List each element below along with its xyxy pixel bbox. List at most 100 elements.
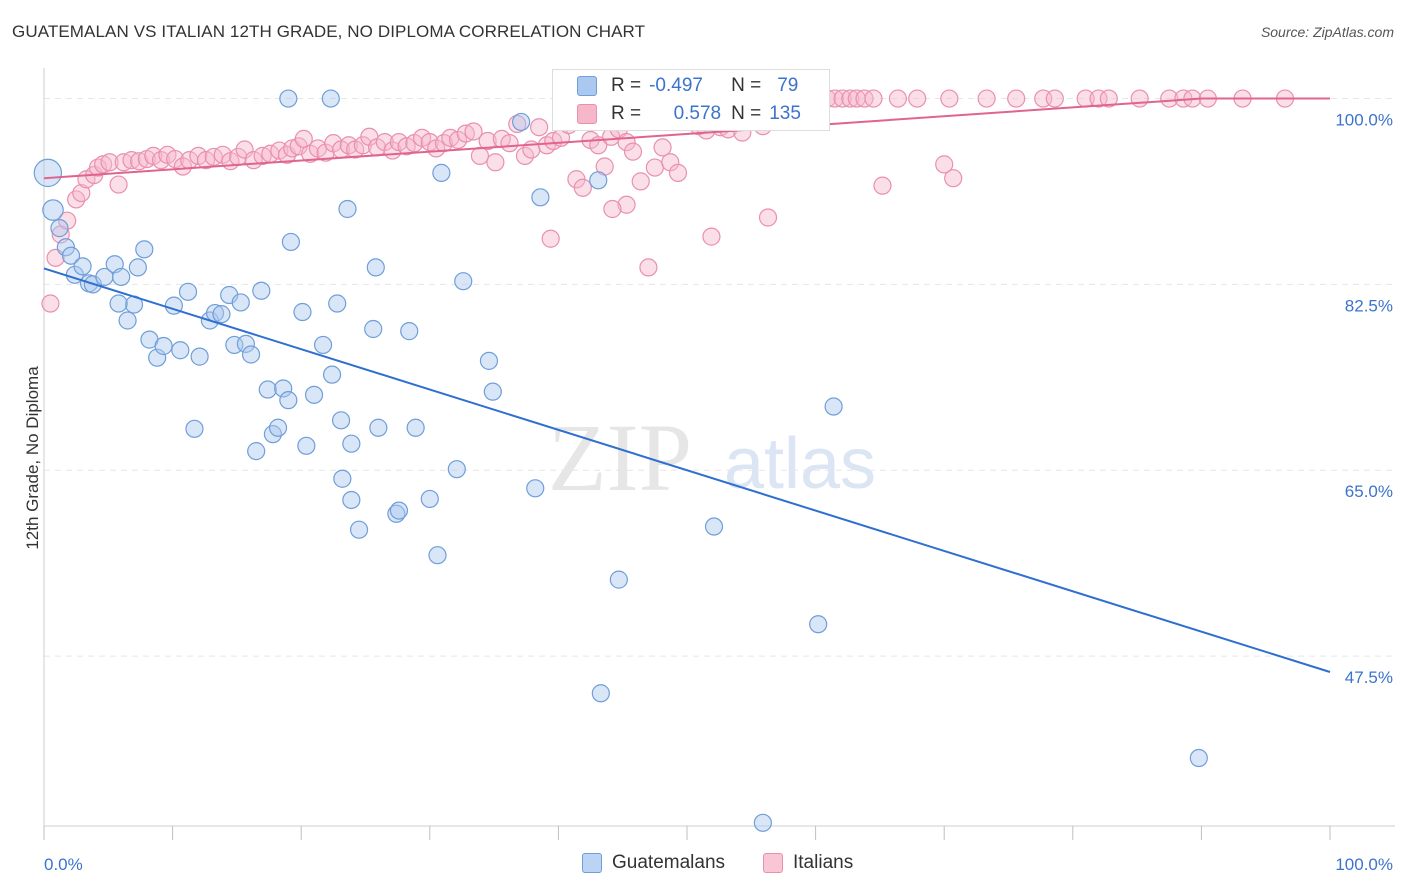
guatemalans-point — [258, 380, 277, 399]
guatemalans-point — [479, 351, 499, 370]
legend-r-value: 0.578 — [673, 103, 722, 124]
guatemalans-trend-line — [43, 267, 1331, 673]
guatemalans-point — [241, 345, 261, 364]
italians-point — [1160, 89, 1179, 108]
italians-point — [500, 134, 519, 153]
bottom-legend-swatch-pink — [763, 853, 783, 873]
guatemalans-point — [349, 520, 369, 539]
legend-row-italians: R = 0.578 N = 135 — [577, 101, 801, 127]
italians-point — [864, 89, 883, 108]
guatemalans-point — [33, 158, 63, 188]
guatemalans-point — [279, 89, 298, 108]
italians-point — [623, 142, 643, 161]
guatemalans-point — [281, 232, 301, 252]
guatemalans-point — [154, 336, 173, 356]
grid-lines — [44, 98, 1395, 657]
italians-point — [486, 153, 505, 172]
guatemalans-points — [33, 89, 1208, 832]
italians-point — [573, 178, 592, 197]
guatemalans-point — [428, 546, 447, 565]
italians-point — [72, 183, 91, 203]
y-tick-label: 65.0% — [1345, 482, 1393, 501]
chart-source: Source: ZipAtlas.com — [1260, 24, 1394, 40]
guatemalans-point — [387, 504, 406, 523]
guatemalans-point — [589, 171, 608, 190]
italians-point — [41, 294, 60, 313]
guatemalans-point — [338, 199, 357, 219]
bottom-legend-label: Italians — [793, 852, 854, 873]
legend-r-value: -0.497 — [649, 75, 703, 96]
guatemalans-point — [333, 469, 352, 488]
italians-point — [841, 89, 860, 108]
guatemalans-point — [128, 258, 147, 277]
italians-point — [888, 89, 908, 108]
guatemalans-point — [247, 442, 266, 461]
guatemalans-point — [73, 257, 92, 276]
guatemalans-point — [364, 319, 383, 339]
italians-point — [758, 208, 778, 227]
guatemalans-point — [531, 188, 550, 207]
italians-point — [1045, 89, 1064, 108]
guatemalans-point — [42, 199, 64, 221]
guatemalans-point — [135, 240, 154, 259]
guatemalans-point — [447, 460, 466, 479]
italians-point — [603, 199, 622, 219]
tick-labels: 47.5% 65.0% 82.5% 100.0% 0.0% 100.0% — [44, 111, 1393, 874]
guatemalans-point — [297, 436, 316, 455]
guatemalans-point — [268, 418, 288, 437]
italians-point — [668, 163, 688, 182]
italians-point — [166, 149, 185, 169]
y-tick-label: 47.5% — [1345, 668, 1393, 687]
italians-point — [873, 176, 892, 195]
italians-point — [940, 89, 959, 108]
legend-r-label: R = — [611, 103, 642, 124]
guatemalans-point — [252, 281, 271, 300]
italians-points — [41, 89, 1295, 313]
guatemalans-point — [366, 258, 385, 277]
guatemalans-point — [406, 418, 425, 437]
bottom-legend-guatemalans: Guatemalans — [582, 852, 725, 874]
italians-point — [908, 89, 927, 108]
y-tick-label: 100.0% — [1335, 111, 1393, 130]
italians-point — [702, 227, 721, 246]
legend-row-guatemalans: R = -0.497 N = 79 — [577, 73, 798, 99]
italians-point — [631, 172, 650, 191]
guatemalans-point — [178, 282, 198, 301]
guatemalans-point — [190, 347, 209, 366]
guatemalans-point — [454, 272, 473, 291]
bottom-legend-swatch-blue — [582, 853, 602, 873]
guatemalans-point — [293, 302, 312, 322]
guatemalans-point — [328, 294, 347, 313]
stats-legend: R = -0.497 N = 79 R = 0.578 N = 135 — [552, 69, 830, 131]
guatemalans-point — [824, 397, 843, 416]
chart-title: GUATEMALAN VS ITALIAN 12TH GRADE, NO DIP… — [12, 22, 646, 41]
guatemalans-point — [56, 238, 75, 257]
guatemalans-point — [112, 267, 131, 287]
trend-lines — [43, 97, 1331, 673]
guatemalans-point — [526, 479, 545, 498]
guatemalans-point — [432, 163, 451, 182]
legend-n-value: 79 — [777, 75, 799, 96]
legend-r-label: R = — [611, 75, 642, 96]
bottom-legend-label: Guatemalans — [612, 852, 726, 873]
watermark: ZIP atlas — [548, 404, 876, 511]
italians-point — [109, 175, 128, 194]
italians-point — [530, 118, 549, 137]
bottom-legend-italians: Italians — [763, 852, 853, 874]
watermark-atlas: atlas — [724, 424, 876, 504]
guatemalans-point — [279, 391, 298, 410]
italians-point — [617, 195, 636, 214]
italians-point — [977, 89, 996, 108]
guatemalans-point — [118, 311, 137, 330]
guatemalans-point — [274, 379, 293, 398]
italians-point — [645, 158, 664, 177]
italians-point — [1007, 89, 1026, 108]
x-tick-label: 100.0% — [1335, 855, 1393, 874]
guatemalans-point — [512, 112, 531, 132]
guatemalans-point — [331, 411, 351, 430]
guatemalans-point — [171, 341, 190, 360]
guatemalans-point — [420, 489, 439, 509]
guatemalans-point — [369, 418, 388, 437]
y-tick-label: 82.5% — [1345, 296, 1393, 315]
